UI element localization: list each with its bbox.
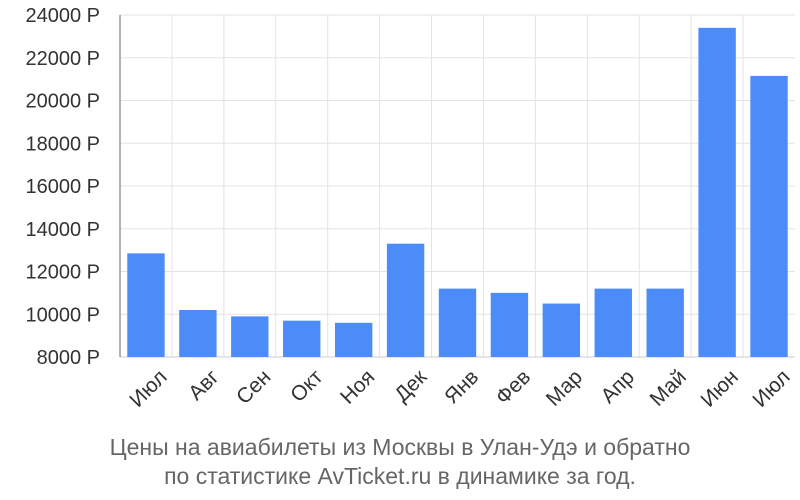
x-tick-label: Фев [491, 365, 535, 409]
bar-5 [334, 322, 373, 357]
x-axis-tick-labels: Июл Авг Сен Окт Ноя Дек Янв Фев Мар Апр Май Июн Июл [125, 365, 794, 412]
bar-13 [750, 75, 788, 357]
x-tick-label: Янв [440, 365, 483, 408]
bar-9 [542, 303, 581, 357]
bar-4 [283, 320, 321, 357]
chart-caption-line-1: Цены на авиабилеты из Москвы в Улан-Удэ … [109, 434, 691, 460]
bar-2 [179, 309, 217, 357]
bar-8 [490, 292, 529, 357]
bar-11 [646, 288, 684, 357]
x-tick-label: Июл [125, 365, 171, 411]
x-tick-label: Окт [286, 365, 328, 407]
x-tick-label: Сен [232, 365, 275, 408]
price-bar-chart: 8000 Р 10000 Р 12000 Р 14000 Р 16000 Р 18000 … [25, 5, 795, 412]
x-tick-label: Май [646, 365, 691, 410]
y-axis-tick-labels: 8000 Р 10000 Р 12000 Р 14000 Р 16000 Р 18000 … [25, 5, 100, 369]
x-tick-label: Июл [748, 365, 794, 411]
x-tick-label: Ноя [336, 365, 379, 408]
bar-1 [127, 253, 165, 357]
bar-3 [231, 316, 269, 357]
y-tick-label: 20000 Р [25, 91, 100, 113]
y-tick-label: 22000 Р [25, 48, 100, 70]
x-tick-label: Июн [697, 365, 743, 411]
y-tick-label: 16000 Р [25, 176, 100, 198]
x-tick-label: Апр [597, 365, 639, 407]
y-tick-label: 14000 Р [25, 219, 100, 241]
chart-caption-line-2: по статистике AvTicket.ru в динамике за … [164, 463, 636, 489]
bar-6 [386, 243, 425, 357]
bar-7 [438, 288, 477, 357]
x-tick-label: Авг [184, 365, 224, 405]
x-tick-label: Мар [542, 365, 587, 410]
y-tick-label: 10000 Р [25, 304, 100, 326]
y-tick-label: 12000 Р [25, 262, 100, 284]
bar-10 [594, 288, 632, 357]
y-tick-label: 24000 Р [25, 5, 100, 27]
y-tick-label: 18000 Р [25, 133, 100, 155]
bar-12 [698, 27, 736, 357]
y-tick-label: 8000 Р [37, 347, 100, 369]
x-tick-label: Дек [390, 365, 432, 407]
bars [127, 27, 788, 357]
